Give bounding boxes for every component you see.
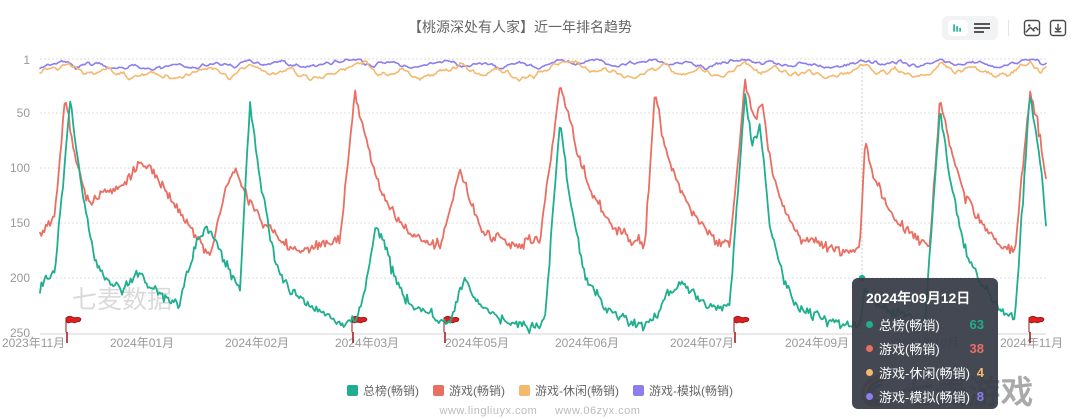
svg-text:150: 150: [10, 216, 30, 230]
svg-text:2024年11月: 2024年11月: [1000, 336, 1063, 350]
svg-text:2024年05月: 2024年05月: [445, 336, 509, 350]
svg-text:2024年02月: 2024年02月: [225, 336, 289, 350]
svg-text:2024年07月: 2024年07月: [670, 336, 734, 350]
svg-text:2023年11月: 2023年11月: [2, 336, 65, 350]
svg-text:100: 100: [10, 161, 30, 175]
svg-text:2024年09月: 2024年09月: [785, 336, 849, 350]
svg-text:200: 200: [10, 271, 30, 285]
svg-text:2024年06月: 2024年06月: [555, 336, 619, 350]
svg-text:1: 1: [23, 53, 30, 67]
svg-text:2024年03月: 2024年03月: [335, 336, 399, 350]
svg-text:50: 50: [17, 106, 31, 120]
svg-text:2024年01月: 2024年01月: [110, 336, 174, 350]
